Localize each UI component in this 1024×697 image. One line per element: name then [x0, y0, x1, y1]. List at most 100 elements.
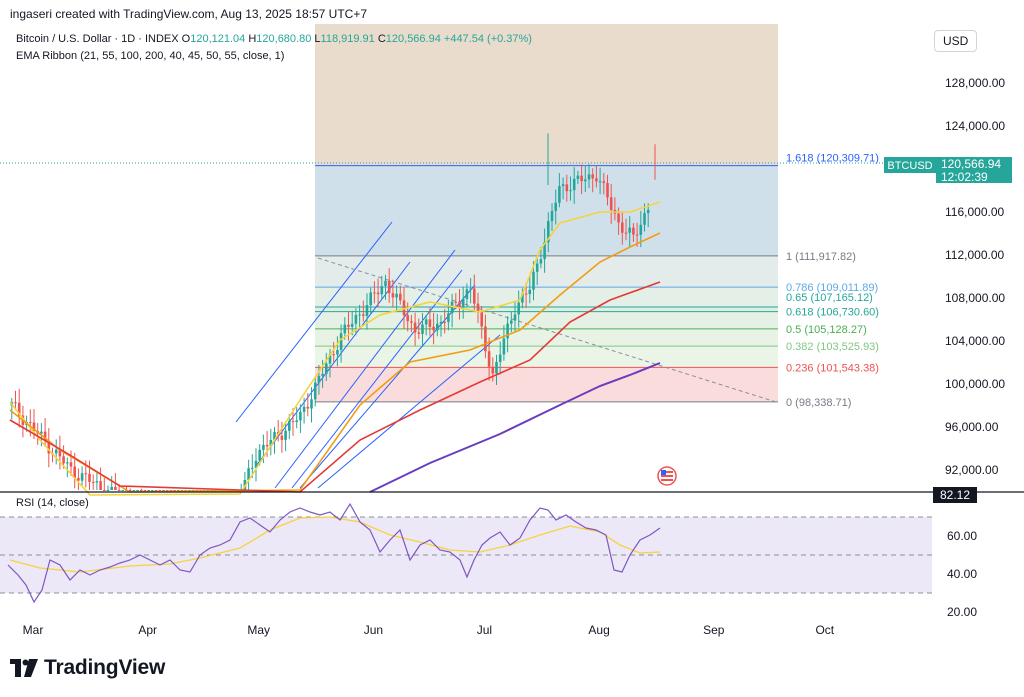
candle-body — [402, 300, 406, 316]
candle — [591, 168, 594, 193]
candle — [151, 490, 154, 491]
candle — [635, 222, 639, 247]
candle — [565, 174, 569, 202]
channel-line-4 — [299, 284, 476, 489]
candle — [624, 218, 628, 241]
candle-body — [469, 288, 472, 290]
last-price-tag: 120,566.94 — [941, 157, 1001, 171]
candle-body — [265, 444, 269, 447]
candle — [535, 258, 539, 286]
candle — [247, 459, 250, 490]
ema100-line — [9, 281, 661, 493]
downtrend-line — [317, 257, 777, 403]
fib-label-1: 1 (111,917.82) — [786, 251, 856, 263]
candle — [587, 164, 591, 189]
candle-body — [350, 323, 354, 327]
candle-body — [321, 373, 324, 376]
candle — [580, 164, 583, 195]
candle — [384, 274, 387, 300]
candle-body — [639, 224, 643, 235]
candle-body — [66, 462, 69, 464]
candle — [402, 286, 406, 329]
candle-body — [584, 179, 587, 182]
candle — [369, 287, 372, 315]
candle-body — [484, 326, 487, 352]
ticker-tag: BTCUSD — [887, 160, 932, 172]
candle — [36, 423, 39, 445]
candle-body — [254, 460, 258, 468]
candle-body — [473, 288, 476, 304]
candle — [136, 490, 139, 491]
candle-body — [140, 490, 143, 491]
candle-body — [169, 490, 173, 491]
candle-body — [251, 467, 254, 469]
candle — [132, 490, 136, 491]
us-event-icon — [657, 466, 677, 486]
currency-button[interactable]: USD — [934, 30, 978, 52]
candle — [173, 490, 176, 491]
candle — [450, 293, 454, 328]
candle-body — [128, 490, 132, 491]
fibonacci-retracement[interactable] — [315, 24, 778, 403]
candle — [646, 203, 650, 228]
candle-body — [332, 354, 335, 356]
candle-body — [539, 259, 543, 264]
candle-body — [247, 468, 250, 480]
candle — [99, 467, 102, 490]
candle — [376, 278, 380, 308]
candle-body — [299, 411, 302, 421]
candle — [362, 300, 365, 322]
candle-body — [510, 320, 513, 324]
candle-body — [513, 314, 517, 321]
candle-body — [436, 323, 439, 331]
candle — [302, 397, 306, 424]
candle-body — [147, 490, 150, 491]
candle — [458, 289, 461, 320]
candle-body — [498, 354, 502, 362]
candle — [14, 390, 17, 411]
fib-label-0: 0 (98,338.71) — [786, 397, 851, 409]
candle — [432, 312, 435, 345]
trend-lines[interactable] — [0, 162, 932, 489]
candle — [628, 216, 631, 247]
candle — [339, 324, 343, 363]
candle-body — [288, 421, 291, 431]
candle-body — [80, 473, 84, 481]
candle-body — [528, 289, 532, 295]
candle-body — [47, 440, 51, 454]
candle-body — [339, 333, 343, 351]
candle — [569, 176, 572, 201]
candle-body — [632, 227, 635, 235]
candle-body — [184, 490, 187, 491]
candle-body — [491, 366, 495, 374]
candle — [269, 428, 273, 456]
candle — [554, 189, 557, 225]
candle-body — [521, 293, 524, 303]
price-candles — [10, 133, 656, 491]
fib-zone-top — [315, 24, 778, 166]
ema-ribbon-legend[interactable]: EMA Ribbon (21, 55, 100, 200, 40, 45, 50… — [16, 50, 285, 62]
rsi-legend[interactable]: RSI (14, close) — [16, 497, 89, 509]
symbol-title[interactable]: Bitcoin / U.S. Dollar · 1D · INDEX — [16, 33, 179, 45]
candle-body — [362, 314, 365, 316]
us-flag-canton — [661, 470, 666, 475]
candle — [595, 165, 598, 188]
ticker-tag-bg — [884, 157, 936, 173]
ohlc-key-o: O — [181, 33, 191, 45]
candle-body — [177, 490, 180, 491]
fib-label-0.786: 0.786 (109,011.89) — [786, 282, 878, 294]
candle-body — [421, 324, 424, 334]
candle — [140, 488, 143, 491]
ohlc-value-h: 120,680.80 — [256, 33, 312, 45]
candle-body — [88, 473, 91, 482]
candle-body — [428, 319, 432, 327]
candle-body — [369, 292, 372, 306]
candle-body — [487, 351, 491, 367]
candle — [158, 490, 162, 491]
candle-body — [269, 439, 273, 447]
candle — [484, 314, 487, 359]
candle — [621, 212, 624, 245]
candle-body — [295, 420, 298, 422]
